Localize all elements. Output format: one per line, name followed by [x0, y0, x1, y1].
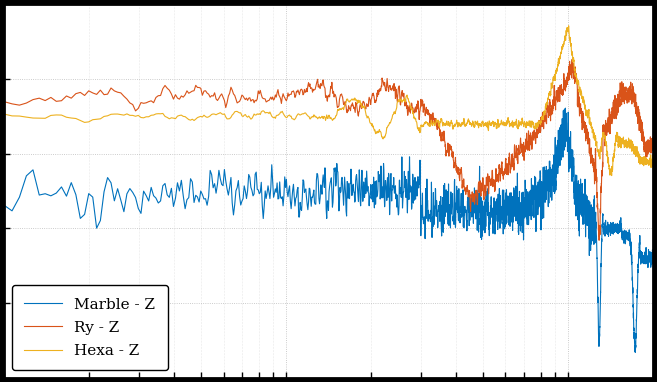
Marble - Z [633, 319, 641, 324]
Marble - Z [545, 159, 553, 163]
Ry - Z [545, 105, 553, 110]
Line: Ry - Z: Ry - Z [4, 58, 653, 240]
Hexa - Z [0, 112, 8, 117]
Ry - Z [633, 101, 641, 105]
Ry - Z [649, 140, 657, 144]
Ry - Z [438, 139, 445, 143]
Ry - Z [0, 99, 8, 104]
Marble - Z [631, 350, 639, 354]
Line: Marble - Z: Marble - Z [4, 108, 653, 352]
Marble - Z [533, 200, 541, 204]
Ry - Z [595, 238, 603, 243]
Ry - Z [569, 55, 577, 60]
Line: Hexa - Z: Hexa - Z [4, 26, 653, 176]
Hexa - Z [633, 149, 641, 153]
Hexa - Z [608, 173, 616, 178]
Hexa - Z [649, 159, 657, 163]
Ry - Z [533, 125, 541, 129]
Hexa - Z [545, 90, 553, 94]
Ry - Z [388, 88, 396, 92]
Hexa - Z [646, 152, 654, 157]
Hexa - Z [564, 24, 572, 28]
Marble - Z [646, 256, 654, 261]
Hexa - Z [533, 125, 541, 129]
Marble - Z [388, 199, 396, 203]
Ry - Z [646, 136, 654, 140]
Hexa - Z [438, 117, 445, 122]
Marble - Z [438, 222, 445, 226]
Marble - Z [562, 106, 570, 110]
Legend: Marble - Z, Ry - Z, Hexa - Z: Marble - Z, Ry - Z, Hexa - Z [12, 285, 168, 370]
Hexa - Z [388, 117, 396, 121]
Marble - Z [649, 256, 657, 260]
Marble - Z [0, 203, 8, 207]
